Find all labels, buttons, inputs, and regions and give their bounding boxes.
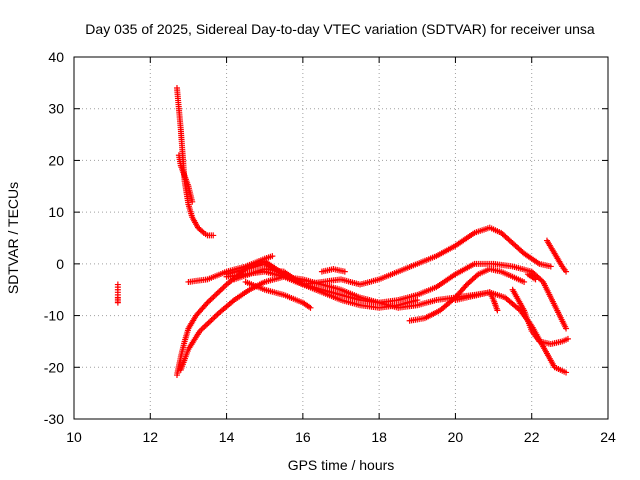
series-arc-a xyxy=(114,281,121,306)
data-point xyxy=(210,315,217,322)
x-tick-label: 16 xyxy=(295,429,311,445)
series-arc-j xyxy=(242,278,314,311)
data-point xyxy=(269,253,276,260)
data-point xyxy=(220,284,227,291)
data-point xyxy=(207,296,214,303)
y-tick-label: -30 xyxy=(44,411,64,427)
chart-title: Day 035 of 2025, Sidereal Day-to-day VTE… xyxy=(85,21,595,37)
x-tick-label: 12 xyxy=(142,429,158,445)
data-point xyxy=(189,198,196,205)
data-point xyxy=(210,232,217,239)
series-arc-c xyxy=(175,152,196,205)
y-tick-label: -10 xyxy=(44,308,64,324)
series-arc-k xyxy=(318,266,348,275)
data-point xyxy=(202,322,209,329)
data-point xyxy=(208,295,215,302)
data-point xyxy=(563,325,570,332)
x-tick-label: 20 xyxy=(448,429,464,445)
plot-frame xyxy=(73,56,609,420)
x-tick-label: 18 xyxy=(371,429,387,445)
series-arc-i xyxy=(231,266,421,311)
x-tick-labels: 10 12 14 16 18 20 22 24 xyxy=(66,429,616,445)
data-point xyxy=(532,276,539,283)
data-point xyxy=(214,289,221,296)
y-tick-label: 40 xyxy=(48,49,64,65)
x-tick-label: 22 xyxy=(524,429,540,445)
data-point xyxy=(211,314,218,321)
data-point xyxy=(213,312,220,319)
data-point xyxy=(216,288,223,295)
data-point xyxy=(563,369,570,376)
data-point xyxy=(114,281,121,288)
data-point xyxy=(204,321,211,328)
y-tick-label: 0 xyxy=(56,256,64,272)
data-point xyxy=(563,268,570,275)
data-point xyxy=(201,323,208,330)
data-point xyxy=(414,297,421,304)
data-point xyxy=(199,325,206,332)
data-point xyxy=(205,298,212,305)
data-point xyxy=(547,263,554,270)
data-point xyxy=(210,294,217,301)
data-point xyxy=(564,335,571,342)
data-point xyxy=(494,307,501,314)
data-points xyxy=(114,85,571,379)
series-arc-o xyxy=(543,237,570,275)
x-tick-label: 24 xyxy=(600,429,616,445)
data-point xyxy=(217,287,224,294)
x-tick-label: 10 xyxy=(66,429,82,445)
y-tick-label: 30 xyxy=(48,101,64,117)
data-point xyxy=(213,291,220,298)
data-point xyxy=(207,318,214,325)
x-axis-label: GPS time / hours xyxy=(288,457,395,473)
y-tick-label: -20 xyxy=(44,359,64,375)
y-tick-label: 20 xyxy=(48,152,64,168)
data-point xyxy=(307,304,314,311)
series-arc-n xyxy=(509,286,571,348)
data-point xyxy=(341,268,348,275)
grid-lines xyxy=(74,57,608,419)
y-tick-label: 10 xyxy=(48,204,64,220)
axis-ticks xyxy=(73,56,609,420)
data-point xyxy=(521,278,528,285)
y-axis-label: SDTVAR / TECUs xyxy=(5,182,21,294)
data-point xyxy=(211,292,218,299)
series-arc-p xyxy=(524,271,539,283)
series-arc-m xyxy=(452,289,501,314)
data-point xyxy=(208,316,215,323)
data-point xyxy=(219,285,226,292)
series-arc-e xyxy=(177,273,570,376)
x-tick-label: 14 xyxy=(219,429,235,445)
data-point xyxy=(205,319,212,326)
y-tick-labels: -30 -20 -10 0 10 20 30 40 xyxy=(44,49,64,427)
